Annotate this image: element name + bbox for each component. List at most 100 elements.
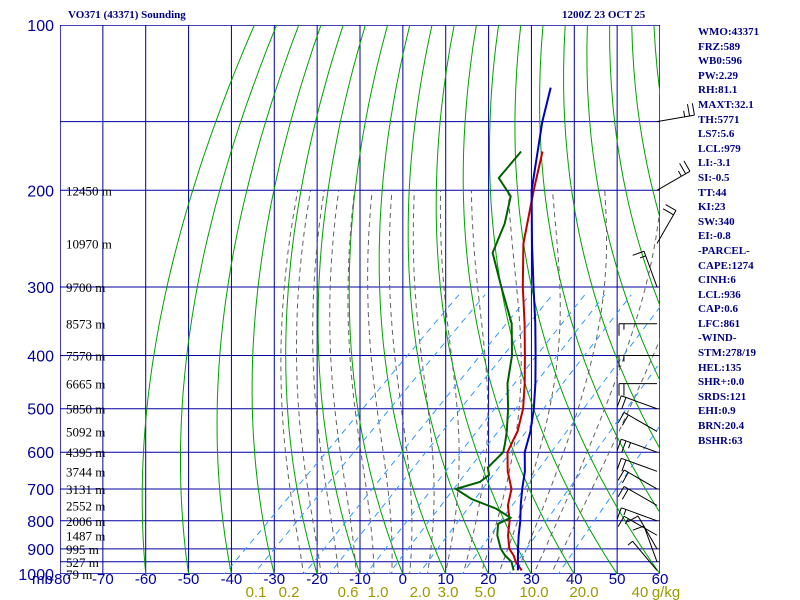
index-item: TH:5771 bbox=[698, 113, 740, 126]
moist-adiabat bbox=[515, 190, 608, 574]
index-item: STM:278/19 bbox=[698, 347, 757, 360]
barb-half-feather bbox=[624, 518, 629, 525]
dry-adiabat bbox=[407, 25, 490, 574]
dry-adiabat bbox=[539, 25, 660, 514]
height-label: 79 m bbox=[66, 567, 92, 582]
barb-feather bbox=[686, 104, 691, 117]
temperature-tick-label: -70 bbox=[92, 571, 114, 588]
barb-feather bbox=[616, 395, 622, 408]
temperature-tick-label: -20 bbox=[306, 571, 328, 588]
temperature-tick-label: -60 bbox=[135, 571, 157, 588]
barb-feather bbox=[621, 472, 629, 484]
height-label: 2552 m bbox=[66, 498, 105, 513]
barb-staff bbox=[621, 395, 658, 410]
mixing-ratio-label: 5.0 bbox=[475, 584, 496, 600]
barb-staff bbox=[621, 507, 658, 522]
barb-feather bbox=[616, 507, 622, 520]
height-label: 3744 m bbox=[66, 464, 105, 479]
wind-barb bbox=[617, 485, 658, 506]
mixing-ratio-line bbox=[328, 294, 553, 574]
dry-adiabat bbox=[765, 25, 800, 586]
dry-adiabat bbox=[787, 25, 800, 586]
mixing-ratio-label: 0.1 bbox=[246, 584, 267, 600]
dewpoint-line bbox=[453, 150, 522, 571]
wind-barb bbox=[616, 438, 658, 453]
moist-adiabat bbox=[296, 190, 322, 574]
barb-feather bbox=[616, 458, 622, 470]
barb-staff bbox=[623, 412, 658, 432]
index-item: BRN:20.4 bbox=[698, 420, 745, 433]
barb-staff bbox=[637, 515, 658, 550]
height-label: 3131 m bbox=[66, 482, 105, 497]
temperature-tick-label: 10 bbox=[437, 571, 454, 588]
barb-feather bbox=[617, 486, 625, 498]
adiabats-layer bbox=[141, 25, 800, 586]
dry-adiabat bbox=[609, 25, 660, 307]
moist-adiabat bbox=[462, 190, 489, 574]
temperature-tick-label: 40 bbox=[566, 571, 583, 588]
height-label: 2006 m bbox=[66, 514, 105, 529]
temperature-tick-label: -10 bbox=[349, 571, 371, 588]
barb-feather bbox=[617, 412, 625, 424]
height-label: 995 m bbox=[66, 542, 99, 557]
mixing-ratio-line bbox=[303, 294, 531, 574]
index-item: EI:-0.8 bbox=[698, 230, 731, 243]
dry-adiabat bbox=[285, 25, 344, 574]
height-label: 4395 m bbox=[66, 445, 105, 460]
barb-feather bbox=[621, 440, 627, 453]
temperature-tick-label: 0 bbox=[399, 571, 407, 588]
height-label: 7570 m bbox=[66, 349, 105, 364]
barb-feather bbox=[691, 103, 695, 116]
mixing-ratio-label: 0.2 bbox=[279, 584, 300, 600]
barb-staff bbox=[623, 515, 658, 536]
pressure-tick-label: 200 bbox=[27, 183, 54, 200]
temperature-tick-label: 50 bbox=[609, 571, 626, 588]
dry-adiabat bbox=[348, 25, 404, 574]
temperature-tick-label: 60 bbox=[652, 571, 669, 588]
dry-adiabat bbox=[563, 25, 660, 450]
index-item: CINH:6 bbox=[698, 274, 736, 287]
pressure-tick-label: 300 bbox=[27, 280, 54, 297]
barb-staff bbox=[656, 170, 691, 191]
wind-barb bbox=[616, 507, 658, 522]
temperature-line bbox=[506, 151, 544, 571]
dry-adiabat bbox=[488, 25, 618, 574]
index-item: EHI:0.9 bbox=[698, 405, 736, 418]
index-item: WMO:43371 bbox=[698, 26, 760, 38]
barb-half-feather bbox=[628, 442, 632, 449]
index-item: SHR+:0.0 bbox=[698, 376, 745, 389]
mixing-ratio-line bbox=[508, 361, 660, 574]
indices-panel: WMO:43371 FRZ:589 WB0:596 PW:2.29 RH:81.1 MAX… bbox=[698, 25, 759, 448]
height-label: 12450 m bbox=[66, 183, 112, 198]
mixing-ratio-line bbox=[253, 294, 486, 574]
y-axis-unit-label: mb bbox=[32, 571, 53, 588]
temperature-tick-label: -80 bbox=[49, 571, 71, 588]
barb-half-feather bbox=[677, 170, 682, 177]
wind-barb bbox=[617, 412, 658, 432]
barb-staff bbox=[656, 114, 695, 123]
height-label: 1487 m bbox=[66, 528, 105, 543]
temperature-tick-label: -40 bbox=[221, 571, 243, 588]
pressure-tick-label: 800 bbox=[27, 514, 54, 531]
moist-adiabat bbox=[480, 190, 522, 574]
index-item: -PARCEL- bbox=[698, 244, 750, 257]
barb-half-feather bbox=[627, 540, 633, 546]
wind-barb bbox=[656, 103, 695, 123]
dry-adiabat bbox=[180, 25, 278, 574]
index-item: CAP:0.6 bbox=[698, 303, 739, 316]
barb-staff bbox=[623, 485, 658, 506]
pressure-tick-label: 1000 bbox=[18, 567, 54, 584]
wind-barb bbox=[656, 160, 691, 191]
wind-barb bbox=[618, 323, 657, 336]
mixing-ratio-label: 2.0 bbox=[410, 584, 431, 600]
dry-adiabat bbox=[216, 25, 300, 574]
mixing-ratio-label: g/kg bbox=[652, 584, 680, 600]
barb-feather bbox=[617, 516, 625, 527]
barb-staff bbox=[621, 438, 658, 453]
barb-staff bbox=[656, 210, 677, 244]
index-item: FRZ:589 bbox=[698, 40, 741, 53]
barb-half-feather bbox=[623, 509, 627, 516]
barb-feather bbox=[683, 160, 691, 172]
